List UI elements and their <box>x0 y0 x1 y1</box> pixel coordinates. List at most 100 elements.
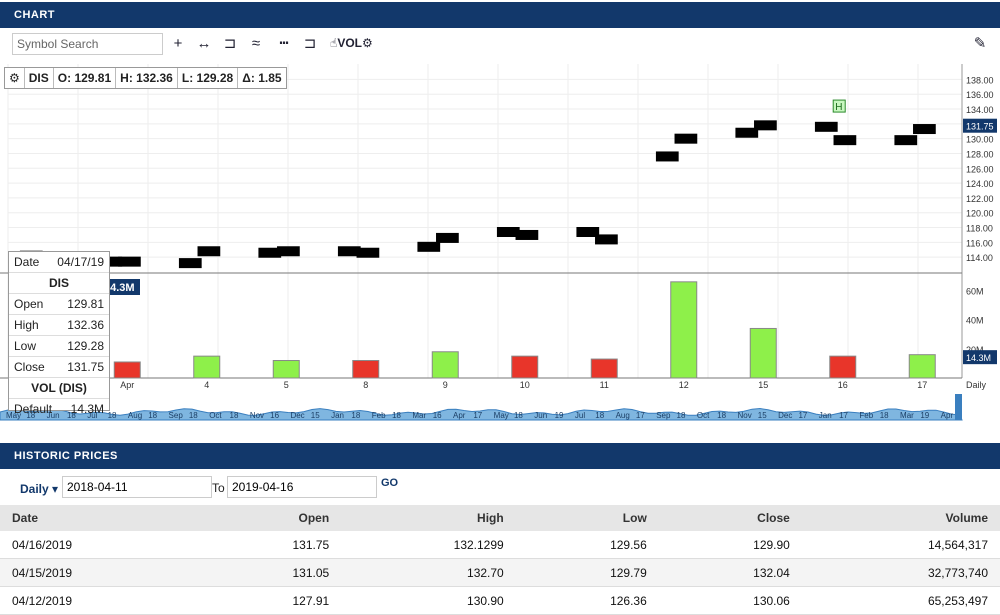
navigator-label: 17 <box>839 411 848 420</box>
cell-high: 130.90 <box>341 586 516 615</box>
volume-bar <box>749 327 777 379</box>
navigator-label: Jun <box>534 411 547 420</box>
col-open[interactable]: Open <box>198 505 342 531</box>
measure-icon[interactable]: ↔ <box>196 35 212 52</box>
col-date[interactable]: Date <box>0 505 199 531</box>
tooltip-high: 132.36 <box>67 318 104 332</box>
navigator-label: Nov <box>250 411 264 420</box>
from-date-input[interactable] <box>62 476 212 498</box>
navigator-label: Mar <box>900 411 914 420</box>
cell-date: 04/16/2019 <box>0 531 199 559</box>
navigator-label: 18 <box>108 411 117 420</box>
tooltip-high-label: High <box>14 318 39 332</box>
study-icon[interactable]: ⊐ <box>223 35 237 52</box>
price-tick-label: 128.00 <box>966 149 994 159</box>
caret-down-icon: ▾ <box>52 482 59 496</box>
price-tick-label: 136.00 <box>966 90 994 100</box>
price-chart[interactable]: 138.00136.00134.00132.00130.00128.00126.… <box>0 64 1000 422</box>
navigator-label: Jul <box>575 411 585 420</box>
navigator-label: Oct <box>209 411 222 420</box>
volume-tick-label: 40M <box>966 316 984 326</box>
price-bar-close <box>436 232 459 243</box>
chart-toolbar: + ↔ ⊐ ≈ ┅ ⊐ ☝VOL⚙ ✎ <box>0 26 1000 64</box>
navigator-label: 19 <box>920 411 929 420</box>
symbol-search-input[interactable] <box>12 33 163 55</box>
volume-bar <box>272 360 300 379</box>
chart-section-header: CHART <box>0 2 1000 28</box>
vol-toggle[interactable]: ☝VOL⚙ <box>330 36 373 50</box>
col-close[interactable]: Close <box>658 505 802 531</box>
cell-open: 127.91 <box>198 586 342 615</box>
navigator-label: Jan <box>331 411 344 420</box>
price-bar-open <box>814 121 838 132</box>
tooltip-close-label: Close <box>14 360 45 374</box>
tooltip-open-row: Open 129.81 <box>9 294 109 315</box>
col-low[interactable]: Low <box>515 505 659 531</box>
navigator-label: Apr <box>941 411 954 420</box>
ohlc-symbol: DIS <box>25 68 54 88</box>
vol-label: VOL <box>337 36 362 50</box>
volume-bar <box>670 281 698 379</box>
x-tick-label: 12 <box>679 380 689 390</box>
tooltip-high-row: High 132.36 <box>9 315 109 336</box>
navigator-label: May <box>494 411 509 420</box>
price-tick-label: 120.00 <box>966 209 994 219</box>
cell-high: 132.1299 <box>341 531 516 559</box>
price-tick-label: 126.00 <box>966 164 994 174</box>
navigator-label: Mar <box>412 411 426 420</box>
cell-low: 126.36 <box>515 586 659 615</box>
price-tick-label: 118.00 <box>966 224 993 234</box>
col-volume[interactable]: Volume <box>801 505 1000 531</box>
dots-icon[interactable]: ┅ <box>279 35 289 52</box>
x-tick-label: 8 <box>363 380 368 390</box>
to-date-input[interactable] <box>227 476 377 498</box>
ohlc-readout: ⚙ DIS O: 129.81 H: 132.36 L: 129.28 Δ: 1… <box>4 67 287 89</box>
go-button[interactable]: GO <box>381 477 399 489</box>
table-row: 04/15/2019 131.05 132.70 129.79 132.04 3… <box>0 558 1000 587</box>
cell-close: 129.90 <box>658 531 802 559</box>
historic-section-header: HISTORIC PRICES <box>0 443 1000 469</box>
historic-prices-table: Date Open High Low Close Volume 04/16/20… <box>0 505 1000 615</box>
drawing-icon[interactable]: ≈ <box>251 35 261 52</box>
price-bar-open <box>655 151 679 162</box>
pointer-icon[interactable]: ⊐ <box>303 35 317 52</box>
navigator-label: Jan <box>819 411 832 420</box>
x-tick-label: 11 <box>600 380 609 390</box>
price-bar-open <box>337 246 361 257</box>
ohlc-gear-icon[interactable]: ⚙ <box>5 68 25 88</box>
tooltip-low-label: Low <box>14 339 37 353</box>
table-header-row: Date Open High Low Close Volume <box>0 505 1000 531</box>
price-bar-close <box>833 135 857 146</box>
tooltip-open-label: Open <box>14 297 44 311</box>
chart-svg: 138.00136.00134.00132.00130.00128.00126.… <box>0 64 997 421</box>
navigator-label: Apr <box>453 411 466 420</box>
ohlc-low: L: 129.28 <box>178 68 239 88</box>
col-high[interactable]: High <box>341 505 516 531</box>
volume-bar <box>908 354 936 379</box>
price-bar-open <box>894 135 918 146</box>
price-bar-close <box>515 229 539 240</box>
navigator-label: 18 <box>67 411 76 420</box>
x-axis-interval-label: Daily <box>966 380 987 390</box>
navigator-label: Feb <box>372 411 386 420</box>
navigator-label: Dec <box>290 411 304 420</box>
cell-high: 132.70 <box>341 558 516 587</box>
tooltip-date: 04/17/19 <box>57 255 104 269</box>
navigator-label: 16 <box>270 411 279 420</box>
navigator-label: 18 <box>392 411 401 420</box>
price-bar-close <box>754 120 777 131</box>
volume-tick-label: 20M <box>966 345 984 355</box>
price-tick-label: 134.00 <box>966 105 994 115</box>
eraser-icon[interactable]: ✎ <box>973 35 987 52</box>
volume-bar <box>352 360 380 379</box>
price-bar-close <box>197 246 221 257</box>
tooltip-symbol: DIS <box>9 273 109 294</box>
crosshair-icon[interactable]: + <box>173 35 183 52</box>
navigator-area <box>0 407 963 421</box>
navigator-label: 17 <box>473 411 482 420</box>
vol-gear-icon: ⚙ <box>361 36 373 50</box>
ohlc-delta: Δ: 1.85 <box>242 71 282 85</box>
interval-select[interactable]: Daily ▾ <box>20 482 58 496</box>
navigator-label: 18 <box>189 411 198 420</box>
navigator-label: Sep <box>656 411 671 420</box>
